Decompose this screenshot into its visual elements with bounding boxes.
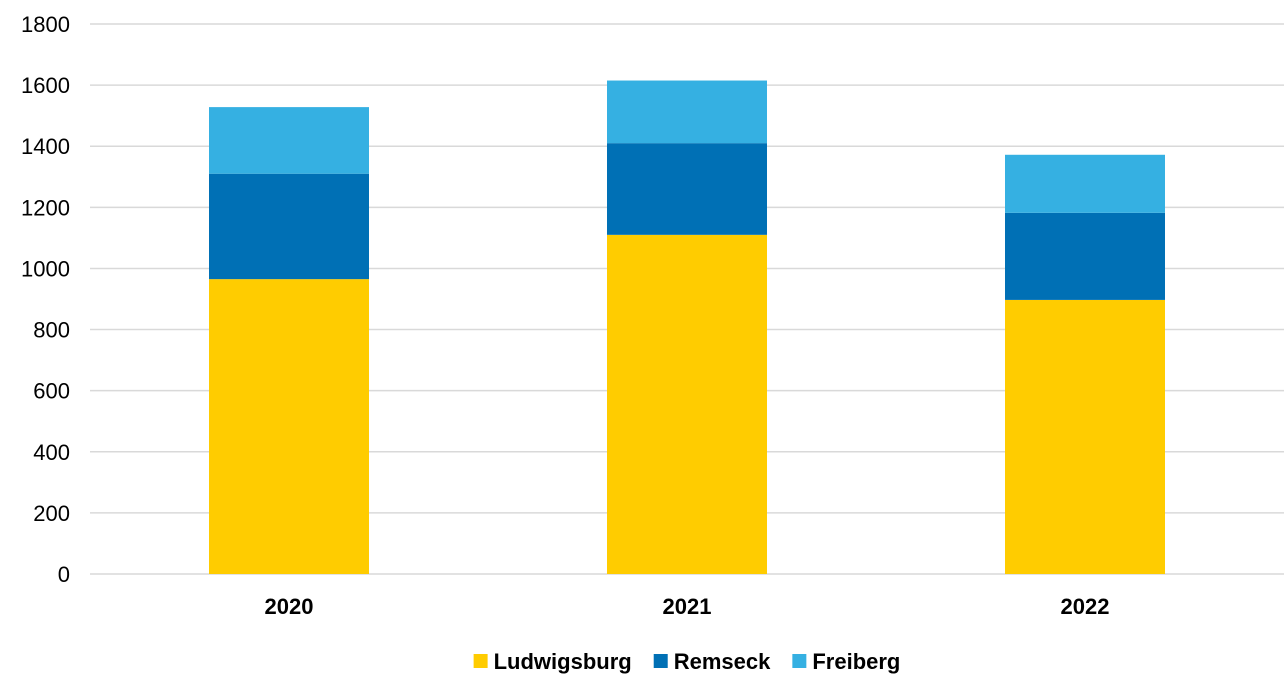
y-tick-label: 1800 [21,12,70,37]
legend-label-freiberg: Freiberg [812,649,900,674]
y-tick-label: 400 [33,440,70,465]
bars [209,80,1165,575]
bar-freiberg-2020 [209,107,369,174]
legend-label-ludwigsburg: Ludwigsburg [494,649,632,674]
y-tick-label: 1600 [21,73,70,98]
legend: Ludwigsburg Remseck Freiberg [473,649,900,674]
legend-swatch-ludwigsburg [473,654,488,668]
bar-ludwigsburg-2022 [1005,299,1165,574]
bar-ludwigsburg-2020 [209,279,369,574]
bar-remseck-2020 [209,173,369,280]
y-tick-label: 600 [33,379,70,404]
bar-remseck-2022 [1005,212,1165,300]
x-axis-ticks: 2020 2021 2022 [265,594,1110,619]
y-axis-ticks: 0 200 400 600 800 1000 1200 1400 1600 1800 [21,12,70,587]
x-tick-label: 2022 [1061,594,1110,619]
legend-swatch-remseck [653,654,668,668]
y-tick-label: 1400 [21,134,70,159]
x-tick-label: 2021 [663,594,712,619]
bar-freiberg-2021 [607,80,767,144]
y-tick-label: 800 [33,318,70,343]
legend-label-remseck: Remseck [674,649,771,674]
y-tick-label: 0 [58,562,70,587]
bar-remseck-2021 [607,143,767,235]
x-tick-label: 2020 [265,594,314,619]
y-tick-label: 200 [33,501,70,526]
y-tick-label: 1000 [21,256,70,281]
y-tick-label: 1200 [21,195,70,220]
bar-ludwigsburg-2021 [607,234,767,575]
bar-freiberg-2022 [1005,154,1165,213]
legend-swatch-freiberg [792,654,807,668]
